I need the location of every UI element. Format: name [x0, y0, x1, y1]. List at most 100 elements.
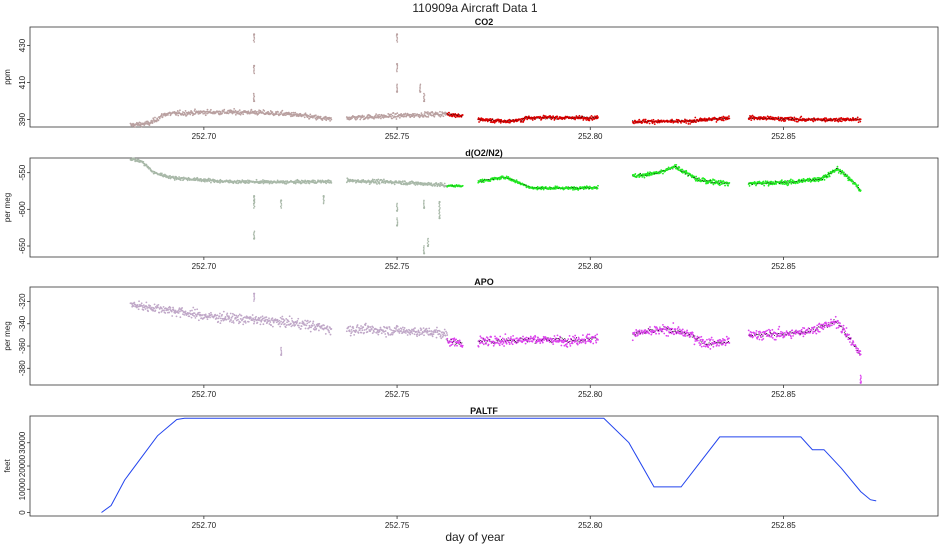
x-tick-label: 252.80	[578, 390, 603, 399]
data-point	[478, 121, 480, 123]
x-tick-label: 252.70	[192, 132, 217, 141]
data-point-overlay	[497, 340, 499, 342]
data-point-overlay	[520, 337, 522, 339]
spike-point	[280, 204, 283, 206]
data-point	[377, 178, 380, 181]
data-point	[417, 115, 420, 118]
data-point	[284, 180, 287, 183]
data-point	[142, 309, 145, 311]
data-point	[350, 328, 353, 331]
data-point	[585, 335, 588, 337]
data-point-overlay	[569, 340, 571, 342]
data-point	[443, 328, 446, 331]
spike-point	[426, 239, 429, 241]
data-point	[711, 180, 713, 182]
data-point-overlay	[839, 170, 841, 172]
data-point	[554, 185, 557, 188]
data-point	[142, 304, 145, 307]
data-point	[529, 335, 532, 338]
data-point	[859, 120, 862, 123]
data-point	[642, 120, 645, 122]
data-point-overlay	[484, 340, 486, 342]
data-point	[152, 117, 155, 120]
data-point	[815, 177, 817, 180]
data-point-overlay	[547, 337, 549, 339]
data-point	[179, 316, 182, 319]
data-point	[293, 323, 295, 325]
data-point	[752, 115, 755, 118]
data-point	[184, 113, 187, 116]
data-point	[496, 341, 499, 344]
data-point	[202, 112, 205, 115]
data-point	[555, 337, 558, 340]
spike-point	[396, 220, 399, 222]
data-point	[416, 183, 419, 186]
data-point	[192, 306, 195, 309]
data-point	[494, 335, 496, 338]
data-point-overlay	[790, 119, 792, 121]
x-tick-label: 252.70	[192, 390, 217, 399]
data-point	[369, 330, 372, 333]
data-point	[363, 115, 365, 118]
data-point	[457, 342, 460, 345]
data-point	[164, 312, 167, 314]
data-point	[260, 320, 263, 323]
data-point	[376, 183, 378, 185]
data-point	[364, 324, 367, 327]
data-point	[222, 110, 225, 113]
spike-point	[396, 83, 398, 86]
data-point-overlay	[836, 167, 838, 169]
data-point	[189, 310, 192, 312]
data-point	[278, 319, 281, 322]
data-point	[822, 174, 825, 177]
data-point	[327, 328, 329, 331]
data-point	[290, 322, 292, 325]
spike-point	[396, 38, 399, 40]
data-point	[256, 321, 259, 324]
data-point	[755, 184, 757, 187]
data-point	[259, 319, 261, 322]
data-point	[689, 122, 692, 125]
data-point	[416, 335, 419, 338]
data-point-overlay	[779, 182, 781, 184]
data-point	[265, 316, 268, 319]
data-point	[728, 117, 731, 120]
data-point	[674, 328, 677, 331]
data-point	[244, 321, 247, 324]
data-point	[671, 331, 674, 334]
data-point	[219, 110, 222, 113]
data-point	[676, 327, 679, 330]
spike-point	[438, 200, 441, 204]
data-point	[219, 322, 222, 325]
data-point	[155, 120, 158, 123]
panel-title: d(O2/N2)	[465, 148, 503, 158]
data-point	[426, 115, 428, 118]
data-point	[373, 178, 376, 181]
data-point	[414, 112, 416, 115]
data-point	[443, 182, 446, 185]
data-point	[263, 109, 266, 112]
data-point	[585, 340, 587, 343]
data-point	[458, 339, 461, 342]
data-point	[216, 317, 218, 320]
data-point	[380, 332, 383, 335]
data-point	[837, 120, 840, 123]
data-point	[382, 181, 385, 184]
data-point	[380, 117, 382, 120]
data-point-overlay	[767, 181, 769, 183]
spike-point	[438, 217, 441, 220]
data-point	[450, 344, 453, 346]
data-point	[300, 325, 303, 328]
data-point	[312, 320, 315, 323]
data-point	[440, 337, 443, 340]
spike-point	[253, 36, 256, 39]
data-point-overlay	[454, 343, 456, 345]
data-point	[204, 114, 207, 117]
data-point-overlay	[490, 120, 492, 122]
y-tick-label: -340	[18, 315, 27, 332]
data-point	[644, 329, 647, 331]
data-point	[398, 328, 400, 331]
data-point	[500, 177, 502, 180]
data-point	[421, 114, 424, 116]
data-point	[576, 342, 579, 345]
